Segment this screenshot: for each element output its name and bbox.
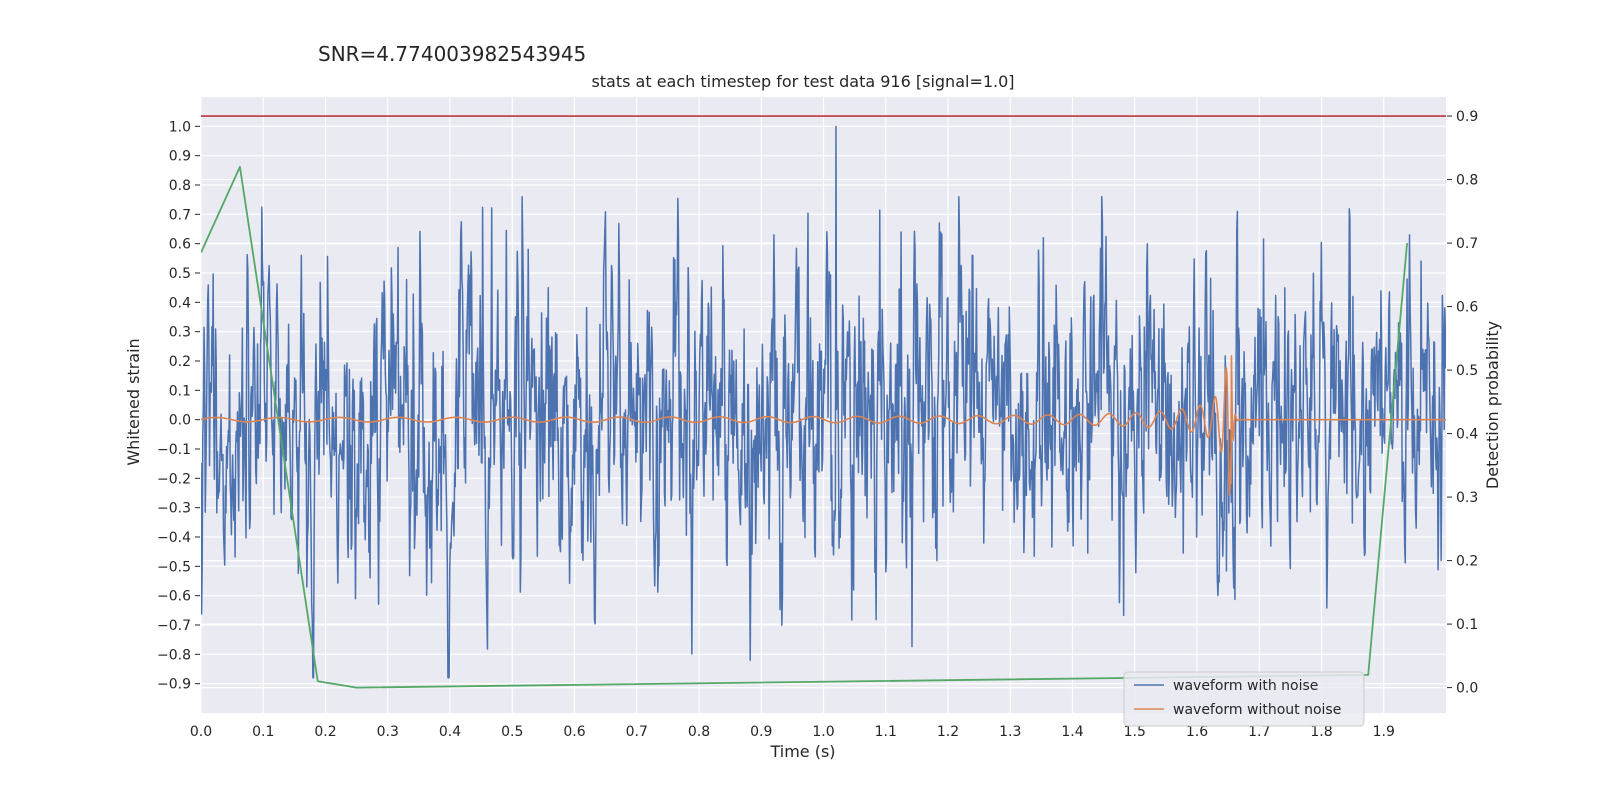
y-tick-label: −0.7 bbox=[157, 618, 191, 634]
x-tick-label: 0.6 bbox=[563, 724, 585, 740]
y-tick-label: −0.5 bbox=[157, 559, 191, 575]
x-tick-label: 1.0 bbox=[812, 724, 834, 740]
x-tick-label: 0.1 bbox=[252, 724, 274, 740]
y-tick-label: −0.9 bbox=[157, 677, 191, 693]
x-tick-label: 1.2 bbox=[937, 724, 959, 740]
x-tick-label: 0.5 bbox=[501, 724, 523, 740]
series-line-detection-probability bbox=[201, 165, 1408, 689]
y-tick-label: 0.2 bbox=[169, 354, 191, 370]
y-tick-label: 0.9 bbox=[169, 149, 191, 165]
series-group bbox=[201, 115, 1446, 689]
y-tick-label: 0.5 bbox=[169, 266, 191, 282]
chart-title: stats at each timestep for test data 916… bbox=[591, 72, 1014, 91]
y2-tick-label: 0.4 bbox=[1456, 427, 1478, 443]
y2-tick-label: 0.8 bbox=[1456, 173, 1478, 189]
series-line-waveform-with-noise bbox=[201, 125, 1446, 679]
y2-tick-label: 0.9 bbox=[1456, 109, 1478, 125]
x-tick-label: 0.8 bbox=[688, 724, 710, 740]
y2-tick-label: 0.7 bbox=[1456, 236, 1478, 252]
y2-axis-label: Detection probability bbox=[1483, 321, 1502, 489]
y-tick-label: 0.4 bbox=[169, 295, 191, 311]
y-tick-label: −0.1 bbox=[157, 442, 191, 458]
y-tick-label: 1.0 bbox=[169, 119, 191, 135]
x-tick-label: 0.2 bbox=[314, 724, 336, 740]
x-tick-label: 1.3 bbox=[999, 724, 1021, 740]
y-tick-label: 0.6 bbox=[169, 237, 191, 253]
y-tick-label: −0.6 bbox=[157, 589, 191, 605]
legend-box bbox=[1123, 671, 1365, 727]
y-tick-label: 0.1 bbox=[169, 383, 191, 399]
y2-tick-label: 0.1 bbox=[1456, 617, 1478, 633]
x-tick-label: 0.9 bbox=[750, 724, 772, 740]
series-line-waveform-without-noise bbox=[201, 355, 1446, 496]
x-tick-label: 0.7 bbox=[626, 724, 648, 740]
y-tick-label: 0.3 bbox=[169, 325, 191, 341]
y2-tick-label: 0.5 bbox=[1456, 363, 1478, 379]
y-tick-label: −0.2 bbox=[157, 471, 191, 487]
legend-label-noisy: waveform with noise bbox=[1173, 678, 1318, 694]
legend-label-clean: waveform without noise bbox=[1173, 702, 1341, 718]
y2-tick-label: 0.0 bbox=[1456, 681, 1478, 697]
axes: 0.0 0.1 0.2 0.3 0.4 0.5 0.6 0.7 0.8 0.9 1.0 1.1 1.2 1… bbox=[157, 109, 1478, 740]
x-tick-label: 1.7 bbox=[1248, 724, 1270, 740]
x-tick-label: 0.0 bbox=[190, 724, 212, 740]
y-axis-label: Whitened strain bbox=[124, 338, 143, 465]
y-tick-label: 0.7 bbox=[169, 207, 191, 223]
y-tick-label: −0.3 bbox=[157, 501, 191, 517]
x-tick-label: 1.8 bbox=[1310, 724, 1332, 740]
x-tick-label: 0.3 bbox=[377, 724, 399, 740]
x-tick-label: 1.4 bbox=[1061, 724, 1083, 740]
y-tick-label: 0.8 bbox=[169, 178, 191, 194]
y2-tick-label: 0.3 bbox=[1456, 490, 1478, 506]
legend: waveform with noise waveform without noi… bbox=[1123, 671, 1365, 727]
x-tick-label: 1.1 bbox=[875, 724, 897, 740]
y2-tick-label: 0.2 bbox=[1456, 554, 1478, 570]
chart-suptitle: SNR=4.774003982543945 bbox=[318, 42, 586, 66]
y2-tick-label: 0.6 bbox=[1456, 300, 1478, 316]
x-tick-label: 1.9 bbox=[1373, 724, 1395, 740]
x-tick-label: 1.5 bbox=[1124, 724, 1146, 740]
x-axis-label: Time (s) bbox=[769, 742, 835, 761]
y-tick-label: −0.8 bbox=[157, 647, 191, 663]
y-tick-label: 0.0 bbox=[169, 413, 191, 429]
y-tick-label: −0.4 bbox=[157, 530, 191, 546]
x-tick-label: 1.6 bbox=[1186, 724, 1208, 740]
x-tick-label: 0.4 bbox=[439, 724, 461, 740]
